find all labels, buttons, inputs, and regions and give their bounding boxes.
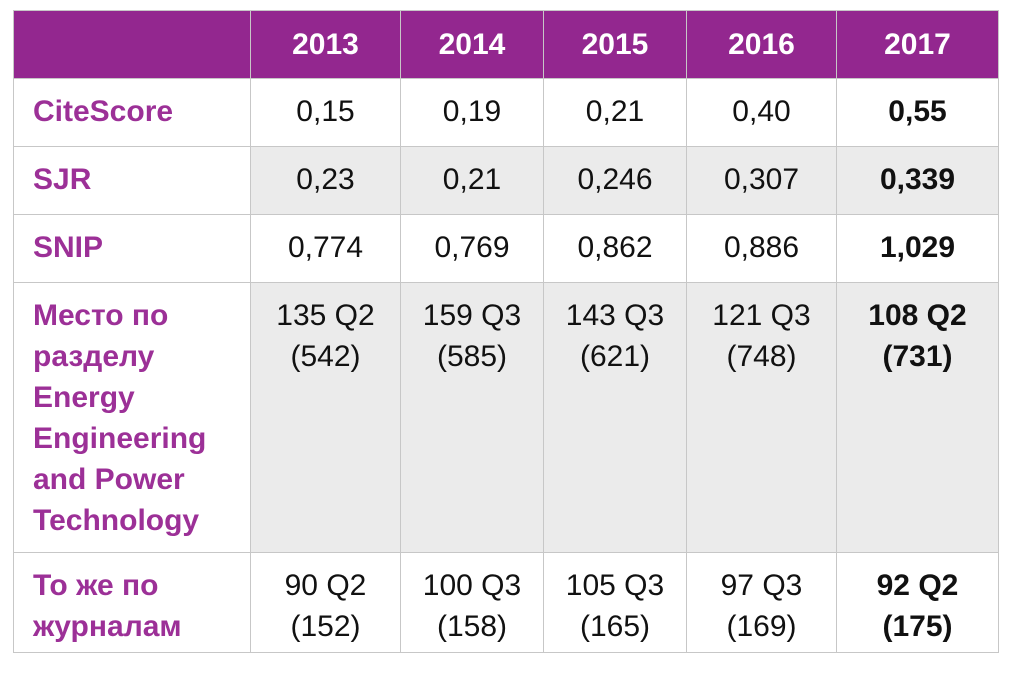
cell-snip-2014: 0,769 (400, 214, 544, 283)
cell-sjr-2015: 0,246 (543, 146, 687, 215)
journal-metrics-table: 2013 2014 2015 2016 2017 CiteScore 0,15 … (13, 10, 999, 653)
cell-citescore-2017: 0,55 (836, 78, 999, 147)
cell-section-rank-2016: 121 Q3 (748) (686, 282, 837, 553)
cell-snip-2013: 0,774 (250, 214, 401, 283)
cell-sjr-2014: 0,21 (400, 146, 544, 215)
year-header-2016: 2016 (686, 10, 837, 79)
year-header-2017: 2017 (836, 10, 999, 79)
table-row-citescore: CiteScore 0,15 0,19 0,21 0,40 0,55 (13, 78, 999, 147)
table-row-snip: SNIP 0,774 0,769 0,862 0,886 1,029 (13, 214, 999, 283)
header-row: 2013 2014 2015 2016 2017 (13, 10, 999, 79)
row-label-section-rank: Место по разделу Energy Engineering and … (13, 282, 251, 553)
row-label-snip: SNIP (13, 214, 251, 283)
cell-citescore-2015: 0,21 (543, 78, 687, 147)
year-header-2014: 2014 (400, 10, 544, 79)
year-header-2013: 2013 (250, 10, 401, 79)
table-row-journal-rank: То же по журналам 90 Q2 (152) 100 Q3 (15… (13, 552, 999, 653)
cell-snip-2016: 0,886 (686, 214, 837, 283)
row-label-citescore: CiteScore (13, 78, 251, 147)
cell-sjr-2013: 0,23 (250, 146, 401, 215)
cell-section-rank-2013: 135 Q2 (542) (250, 282, 401, 553)
cell-sjr-2017: 0,339 (836, 146, 999, 215)
cell-journal-rank-2017: 92 Q2 (175) (836, 552, 999, 653)
cell-journal-rank-2014: 100 Q3 (158) (400, 552, 544, 653)
cell-journal-rank-2015: 105 Q3 (165) (543, 552, 687, 653)
cell-section-rank-2014: 159 Q3 (585) (400, 282, 544, 553)
cell-citescore-2013: 0,15 (250, 78, 401, 147)
cell-snip-2015: 0,862 (543, 214, 687, 283)
corner-cell (13, 10, 251, 79)
row-label-journal-rank: То же по журналам (13, 552, 251, 653)
year-header-2015: 2015 (543, 10, 687, 79)
cell-sjr-2016: 0,307 (686, 146, 837, 215)
cell-citescore-2014: 0,19 (400, 78, 544, 147)
table-row-section-rank: Место по разделу Energy Engineering and … (13, 282, 999, 553)
cell-section-rank-2017: 108 Q2 (731) (836, 282, 999, 553)
cell-citescore-2016: 0,40 (686, 78, 837, 147)
row-label-sjr: SJR (13, 146, 251, 215)
journal-metrics-table-container: 2013 2014 2015 2016 2017 CiteScore 0,15 … (13, 10, 999, 653)
cell-journal-rank-2016: 97 Q3 (169) (686, 552, 837, 653)
cell-section-rank-2015: 143 Q3 (621) (543, 282, 687, 553)
cell-snip-2017: 1,029 (836, 214, 999, 283)
table-row-sjr: SJR 0,23 0,21 0,246 0,307 0,339 (13, 146, 999, 215)
cell-journal-rank-2013: 90 Q2 (152) (250, 552, 401, 653)
